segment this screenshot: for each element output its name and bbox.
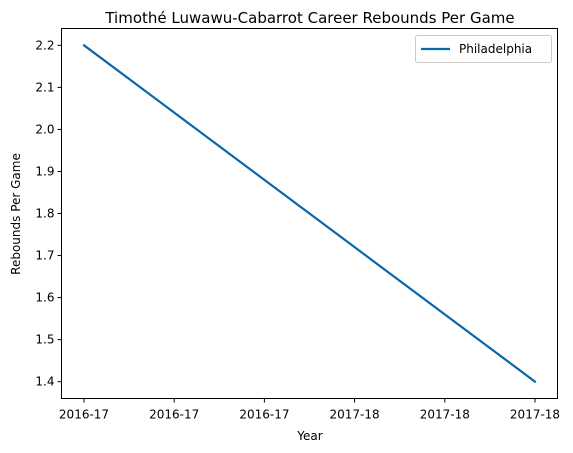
x-axis: 2016-17 2016-17 2016-17 2017-18 2017-18 2017-… <box>59 398 560 422</box>
y-axis-label: Rebounds Per Game <box>9 153 23 275</box>
y-tick-label: 1.9 <box>35 164 54 178</box>
y-tick-label: 1.7 <box>35 249 54 263</box>
y-tick-label: 1.8 <box>35 207 54 221</box>
y-tick-label: 1.5 <box>35 333 54 347</box>
x-tick-label: 2017-18 <box>330 408 380 422</box>
x-tick-label: 2016-17 <box>149 408 199 422</box>
y-tick-label: 1.6 <box>35 291 54 305</box>
y-tick-label: 2.1 <box>35 80 54 94</box>
legend-box <box>415 35 552 63</box>
y-axis: 1.4 1.5 1.6 1.7 1.8 1.9 2.0 2.1 2.2 <box>35 38 62 389</box>
x-tick-label: 2017-18 <box>420 408 470 422</box>
series-group <box>82 44 537 383</box>
x-tick-label: 2017-18 <box>510 408 560 422</box>
legend: Philadelphia <box>415 35 552 63</box>
x-axis-label: Year <box>296 429 322 443</box>
legend-label: Philadelphia <box>459 42 532 56</box>
x-tick-label: 2016-17 <box>239 408 289 422</box>
chart-title: Timothé Luwawu-Cabarrot Career Rebounds … <box>104 9 514 27</box>
y-tick-label: 2.0 <box>35 122 54 136</box>
x-tick-label: 2016-17 <box>59 408 109 422</box>
y-tick-label: 2.2 <box>35 38 54 52</box>
plot-frame <box>61 28 558 399</box>
y-tick-label: 1.4 <box>35 375 54 389</box>
series-line-philadelphia <box>82 44 537 383</box>
